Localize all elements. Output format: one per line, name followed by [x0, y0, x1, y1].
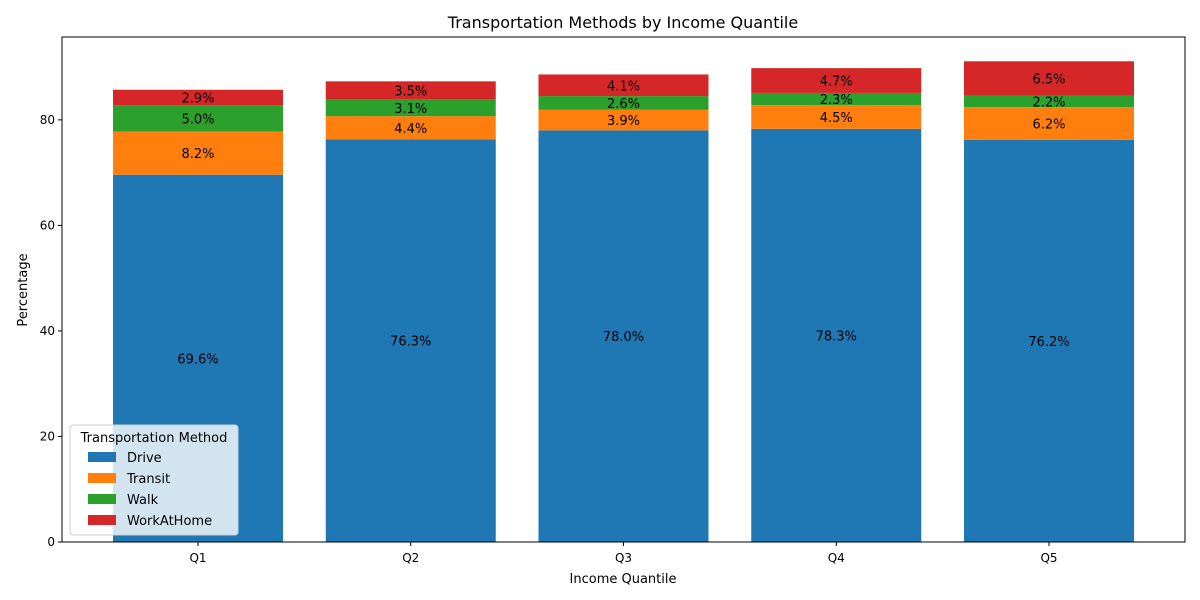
- bar-walk-q4: [751, 92, 922, 106]
- legend-label-drive: Drive: [127, 451, 162, 466]
- bar-label-transit-q5: 6.2%: [1032, 118, 1065, 133]
- bar-label-transit-q4: 4.5%: [820, 111, 853, 126]
- bar-transit-q5: [964, 107, 1134, 140]
- bar-transit-q2: [325, 116, 496, 140]
- bar-label-walk-q1: 5.0%: [181, 112, 214, 127]
- bar-label-walk-q4: 2.3%: [820, 93, 853, 108]
- bar-drive-q3: [538, 130, 709, 543]
- bar-transit-q3: [538, 109, 709, 131]
- legend-swatch-walk: [88, 494, 116, 504]
- bar-label-drive-q1: 69.6%: [177, 352, 218, 367]
- bar-label-walk-q3: 2.6%: [607, 97, 640, 112]
- chart-title: Transportation Methods by Income Quantil…: [447, 13, 798, 32]
- bar-label-transit-q2: 4.4%: [394, 122, 427, 137]
- y-axis-label: Percentage: [16, 253, 31, 326]
- y-tick-label: 80: [40, 113, 55, 127]
- bar-label-drive-q2: 76.3%: [390, 335, 431, 350]
- bar-walk-q3: [538, 96, 709, 110]
- y-tick-label: 60: [40, 218, 55, 232]
- bar-label-drive-q3: 78.0%: [603, 330, 644, 345]
- bar-drive-q4: [751, 128, 922, 542]
- bar-label-workathome-q3: 4.1%: [607, 79, 640, 94]
- bar-transit-q1: [113, 131, 283, 175]
- bar-label-workathome-q5: 6.5%: [1032, 72, 1065, 87]
- x-axis-ticks: Q1 Q2 Q3 Q4 Q5: [189, 542, 1058, 565]
- bar-workathome-q3: [538, 74, 709, 97]
- x-tick-label: Q2: [402, 551, 419, 565]
- bar-label-transit-q1: 8.2%: [181, 147, 214, 162]
- legend-swatch-transit: [88, 473, 116, 483]
- bar-walk-q2: [325, 99, 496, 117]
- legend-title: Transportation Method: [80, 431, 228, 446]
- y-tick-label: 20: [40, 429, 55, 443]
- bar-workathome-q5: [964, 61, 1134, 96]
- x-tick-label: Q1: [189, 551, 206, 565]
- bar-transit-q4: [751, 105, 922, 129]
- bar-label-workathome-q2: 3.5%: [394, 85, 427, 100]
- legend-label-transit: Transit: [126, 472, 170, 487]
- bar-label-walk-q5: 2.2%: [1032, 95, 1065, 110]
- legend-label-walk: Walk: [127, 493, 159, 508]
- plot-frame: [61, 36, 1186, 543]
- bar-label-drive-q5: 76.2%: [1028, 335, 1069, 350]
- bar-label-walk-q2: 3.1%: [394, 102, 427, 117]
- bar-workathome-q1: [113, 89, 283, 106]
- x-tick-label: Q4: [828, 551, 845, 565]
- x-tick-label: Q5: [1040, 551, 1057, 565]
- legend-label-workathome: WorkAtHome: [127, 514, 212, 529]
- bars-group: [113, 61, 1134, 543]
- bar-label-transit-q3: 3.9%: [607, 114, 640, 129]
- legend-items: Drive Transit Walk WorkAtHome: [88, 451, 212, 529]
- legend-swatch-drive: [88, 452, 116, 462]
- bar-workathome-q4: [751, 68, 922, 93]
- bar-label-drive-q4: 78.3%: [816, 329, 857, 344]
- y-axis-ticks: 0 20 40 60 80: [40, 113, 62, 549]
- bar-drive-q5: [964, 139, 1134, 542]
- bar-label-workathome-q1: 2.9%: [181, 91, 214, 106]
- bar-workathome-q2: [325, 81, 496, 100]
- bar-drive-q2: [325, 139, 496, 542]
- bar-label-workathome-q4: 4.7%: [820, 75, 853, 90]
- x-tick-label: Q3: [615, 551, 632, 565]
- bar-labels-group: 69.6% 8.2% 5.0% 2.9% 76.3% 4.4% 3.1% 3.5% 78.0% 3…: [177, 72, 1069, 367]
- x-axis-label: Income Quantile: [570, 572, 677, 587]
- bar-walk-q1: [113, 105, 283, 132]
- legend-swatch-workathome: [88, 515, 116, 525]
- legend: Transportation Method Drive Transit Walk Wo…: [69, 424, 239, 536]
- y-tick-label: 0: [47, 535, 55, 549]
- y-tick-label: 40: [40, 324, 55, 338]
- bar-walk-q5: [964, 95, 1134, 108]
